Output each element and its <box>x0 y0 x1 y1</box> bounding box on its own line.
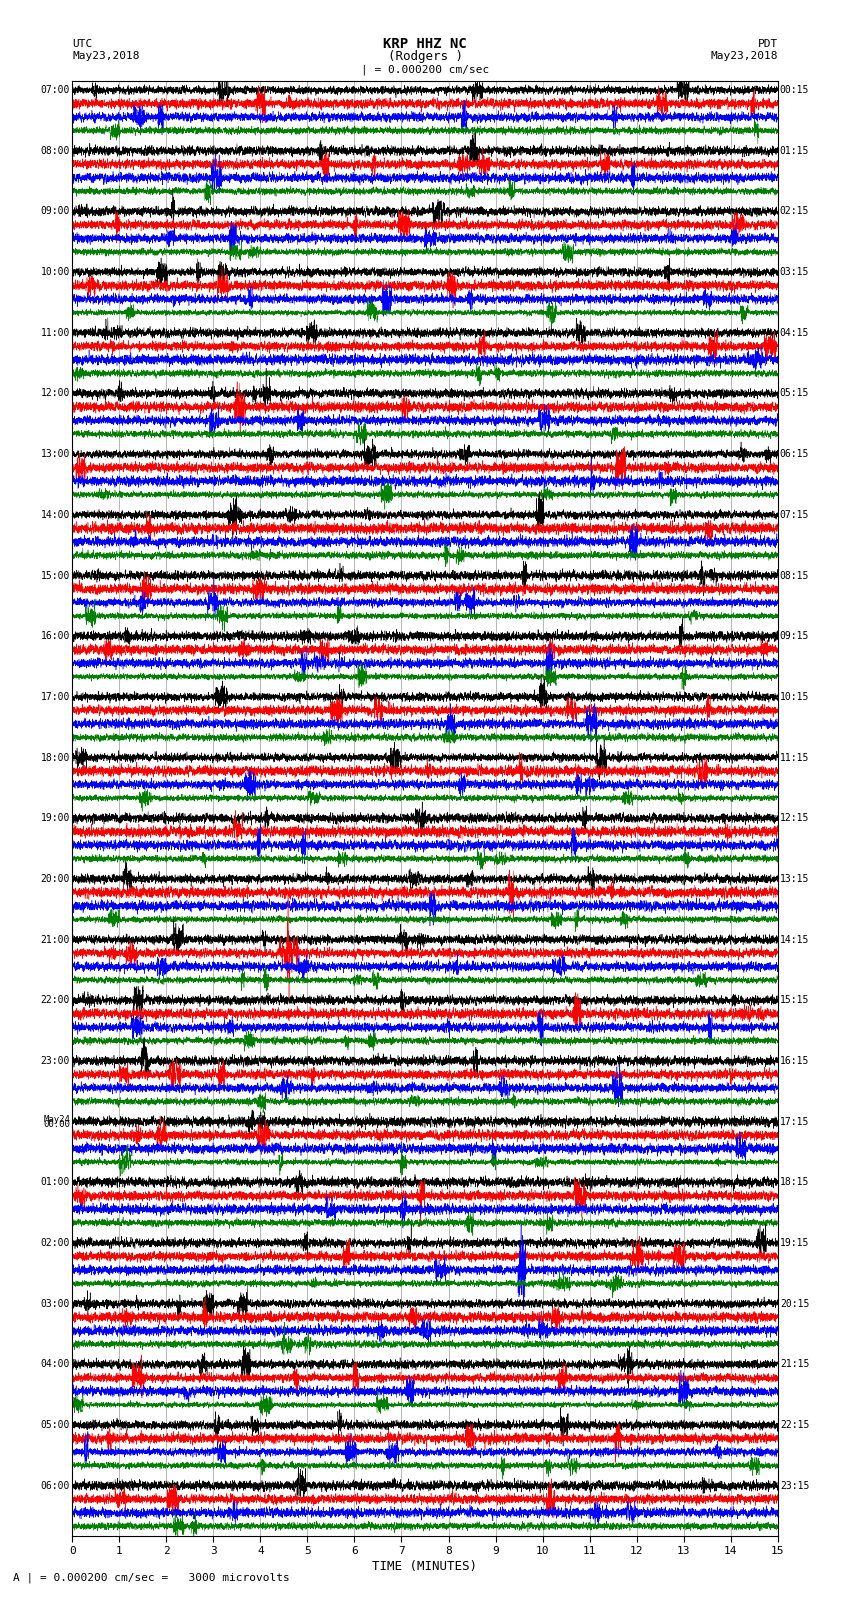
Text: 19:15: 19:15 <box>779 1237 809 1248</box>
Text: 03:15: 03:15 <box>779 268 809 277</box>
Text: 12:15: 12:15 <box>779 813 809 823</box>
Text: 08:15: 08:15 <box>779 571 809 581</box>
Text: UTC: UTC <box>72 39 93 48</box>
Text: May23,2018: May23,2018 <box>711 52 778 61</box>
Text: KRP HHZ NC: KRP HHZ NC <box>383 37 467 50</box>
Text: 06:00: 06:00 <box>41 1481 71 1490</box>
Text: 01:15: 01:15 <box>779 145 809 156</box>
Text: 05:15: 05:15 <box>779 389 809 398</box>
Text: (Rodgers ): (Rodgers ) <box>388 50 462 63</box>
Text: 08:00: 08:00 <box>41 145 71 156</box>
Text: | = 0.000200 cm/sec: | = 0.000200 cm/sec <box>361 65 489 74</box>
Text: 16:15: 16:15 <box>779 1057 809 1066</box>
Text: 10:00: 10:00 <box>41 268 71 277</box>
Text: 22:15: 22:15 <box>779 1419 809 1431</box>
X-axis label: TIME (MINUTES): TIME (MINUTES) <box>372 1560 478 1573</box>
Text: 13:00: 13:00 <box>41 448 71 460</box>
Text: 00:15: 00:15 <box>779 85 809 95</box>
Text: 09:00: 09:00 <box>41 206 71 216</box>
Text: 15:00: 15:00 <box>41 571 71 581</box>
Text: 00:00: 00:00 <box>43 1119 71 1129</box>
Text: A | = 0.000200 cm/sec =   3000 microvolts: A | = 0.000200 cm/sec = 3000 microvolts <box>13 1573 290 1582</box>
Text: May23,2018: May23,2018 <box>72 52 139 61</box>
Text: 14:15: 14:15 <box>779 934 809 945</box>
Text: 22:00: 22:00 <box>41 995 71 1005</box>
Text: 13:15: 13:15 <box>779 874 809 884</box>
Text: 15:15: 15:15 <box>779 995 809 1005</box>
Text: 11:15: 11:15 <box>779 753 809 763</box>
Text: 20:00: 20:00 <box>41 874 71 884</box>
Text: 21:00: 21:00 <box>41 934 71 945</box>
Text: 10:15: 10:15 <box>779 692 809 702</box>
Text: 07:15: 07:15 <box>779 510 809 519</box>
Text: May24: May24 <box>43 1115 71 1124</box>
Text: 18:15: 18:15 <box>779 1177 809 1187</box>
Text: 18:00: 18:00 <box>41 753 71 763</box>
Text: 04:00: 04:00 <box>41 1360 71 1369</box>
Text: 06:15: 06:15 <box>779 448 809 460</box>
Text: PDT: PDT <box>757 39 778 48</box>
Text: 09:15: 09:15 <box>779 631 809 642</box>
Text: 16:00: 16:00 <box>41 631 71 642</box>
Text: 11:00: 11:00 <box>41 327 71 337</box>
Text: 01:00: 01:00 <box>41 1177 71 1187</box>
Text: 07:00: 07:00 <box>41 85 71 95</box>
Text: 02:15: 02:15 <box>779 206 809 216</box>
Text: 14:00: 14:00 <box>41 510 71 519</box>
Text: 04:15: 04:15 <box>779 327 809 337</box>
Text: 02:00: 02:00 <box>41 1237 71 1248</box>
Text: 03:00: 03:00 <box>41 1298 71 1308</box>
Text: 12:00: 12:00 <box>41 389 71 398</box>
Text: 21:15: 21:15 <box>779 1360 809 1369</box>
Text: 23:15: 23:15 <box>779 1481 809 1490</box>
Text: 23:00: 23:00 <box>41 1057 71 1066</box>
Text: 20:15: 20:15 <box>779 1298 809 1308</box>
Text: 17:00: 17:00 <box>41 692 71 702</box>
Text: 17:15: 17:15 <box>779 1116 809 1126</box>
Text: 19:00: 19:00 <box>41 813 71 823</box>
Text: 05:00: 05:00 <box>41 1419 71 1431</box>
